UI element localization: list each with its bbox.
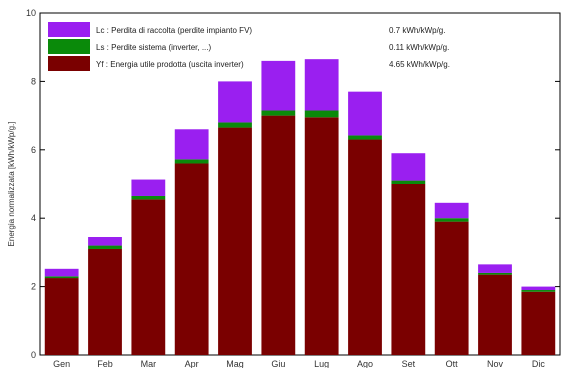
- plot-area: 0 2 4 6 8 10 Gen Feb Mar Apr Mag Giu Lug Ago Set Ott Nov…: [26, 8, 561, 368]
- y-tick-label: 0: [31, 350, 36, 360]
- bar-segment-ls-apr: [174, 159, 209, 164]
- y-tick-label: 4: [31, 213, 36, 223]
- legend-swatch: [48, 56, 90, 71]
- bar-segment-lc-dic: [521, 286, 556, 291]
- x-tick-label: Set: [402, 359, 416, 368]
- bar-segment-ls-feb: [88, 245, 122, 249]
- bar-segment-ls-mag: [218, 122, 252, 128]
- legend-label: Lc : Perdita di raccolta (perdite impian…: [96, 26, 252, 35]
- bar-segment-lc-feb: [88, 237, 122, 246]
- plot-frame: [39, 12, 561, 356]
- y-tick-label: 10: [26, 8, 36, 18]
- y-tick-label: 8: [31, 76, 36, 86]
- bar-segment-ls-ago: [348, 135, 382, 140]
- bar-segment-yf-dic: [521, 291, 556, 355]
- bar-segment-ls-nov: [478, 272, 512, 275]
- x-tick-label: Ott: [446, 359, 459, 368]
- bar-segment-ls-giu: [261, 110, 296, 116]
- x-tick-label: Ago: [357, 359, 373, 368]
- bar-segment-ls-dic: [521, 290, 556, 292]
- bar-segment-ls-ott: [434, 218, 469, 222]
- x-tick-label: Feb: [97, 359, 113, 368]
- x-tick-label: Nov: [487, 359, 504, 368]
- legend-swatch: [48, 39, 90, 54]
- bar-segment-yf-nov: [478, 274, 512, 355]
- bar-segment-lc-gen: [44, 268, 79, 277]
- bar-segment-lc-mag: [218, 81, 252, 123]
- legend-value: 0.7 kWh/kWp/g.: [389, 26, 445, 35]
- legend-value: 0.11 kWh/kWp/g.: [389, 43, 449, 52]
- bar-segment-yf-ago: [348, 139, 382, 355]
- bar-segment-yf-apr: [174, 163, 209, 355]
- x-tick-label: Apr: [185, 359, 199, 368]
- x-tick-label: Mar: [141, 359, 157, 368]
- bar-segment-yf-mag: [218, 127, 252, 355]
- bar-segment-yf-feb: [88, 248, 122, 355]
- x-tick-label: Giu: [271, 359, 285, 368]
- y-axis-label: Energia normalizzata [kWh/kWp/g.]: [7, 122, 16, 247]
- legend-label: Yf : Energia utile prodotta (uscita inve…: [96, 60, 244, 69]
- bar-segment-yf-lug: [304, 117, 339, 355]
- bar-segment-ls-gen: [44, 276, 79, 279]
- bar-segment-lc-nov: [478, 264, 512, 273]
- x-tick-label: Dic: [532, 359, 545, 368]
- x-tick-label: Mag: [226, 359, 244, 368]
- x-tick-label: Gen: [53, 359, 70, 368]
- y-tick-label: 6: [31, 145, 36, 155]
- bar-segment-lc-ago: [348, 91, 382, 136]
- bar-segment-lc-mar: [131, 179, 166, 196]
- bar-segment-lc-giu: [261, 60, 296, 111]
- bar-segment-lc-set: [391, 153, 426, 181]
- bar-segment-yf-ott: [434, 221, 469, 355]
- bar-segment-yf-mar: [131, 199, 166, 355]
- bar-segment-lc-lug: [304, 59, 339, 111]
- legend-label: Ls : Perdite sistema (inverter, ...): [96, 43, 211, 52]
- bar-segment-yf-gen: [44, 278, 79, 355]
- legend-value: 4.65 kWh/kWp/g.: [389, 60, 450, 69]
- bar-segment-yf-giu: [261, 115, 296, 355]
- legend-swatch: [48, 22, 90, 37]
- bar-segment-yf-set: [391, 184, 426, 355]
- y-tick-label: 2: [31, 282, 36, 292]
- bar-segment-lc-ott: [434, 202, 469, 219]
- bar-segment-ls-mar: [131, 195, 166, 200]
- bar-segment-ls-lug: [304, 110, 339, 118]
- bar-segment-ls-set: [391, 180, 426, 184]
- bar-segment-lc-apr: [174, 129, 209, 160]
- x-tick-label: Lug: [314, 359, 329, 368]
